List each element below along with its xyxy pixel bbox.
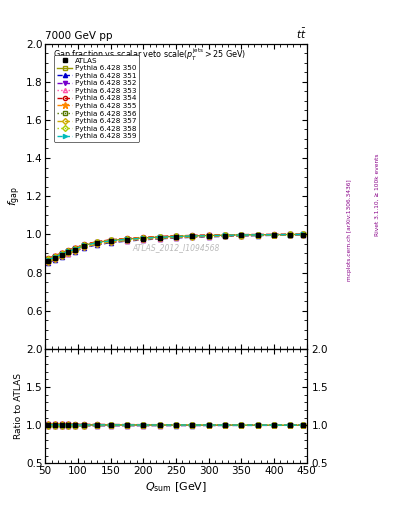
Text: Rivet 3.1.10, ≥ 100k events: Rivet 3.1.10, ≥ 100k events bbox=[375, 153, 380, 236]
Legend: ATLAS, Pythia 6.428 350, Pythia 6.428 351, Pythia 6.428 352, Pythia 6.428 353, P: ATLAS, Pythia 6.428 350, Pythia 6.428 35… bbox=[54, 55, 140, 142]
Text: Gap fraction vs scalar veto scale($p_T^{\mathsf{jets}}>25$ GeV): Gap fraction vs scalar veto scale($p_T^{… bbox=[53, 47, 246, 63]
Text: mcplots.cern.ch [arXiv:1306.3436]: mcplots.cern.ch [arXiv:1306.3436] bbox=[347, 180, 352, 281]
Text: 7000 GeV pp: 7000 GeV pp bbox=[45, 31, 113, 41]
Text: $t\bar{t}$: $t\bar{t}$ bbox=[296, 27, 307, 41]
Y-axis label: $f_{\mathsf{gap}}$: $f_{\mathsf{gap}}$ bbox=[7, 186, 23, 206]
X-axis label: $Q_{\mathsf{sum}}$ [GeV]: $Q_{\mathsf{sum}}$ [GeV] bbox=[145, 480, 207, 494]
Text: ATLAS_2012_I1094568: ATLAS_2012_I1094568 bbox=[132, 244, 220, 252]
Y-axis label: Ratio to ATLAS: Ratio to ATLAS bbox=[14, 373, 23, 439]
